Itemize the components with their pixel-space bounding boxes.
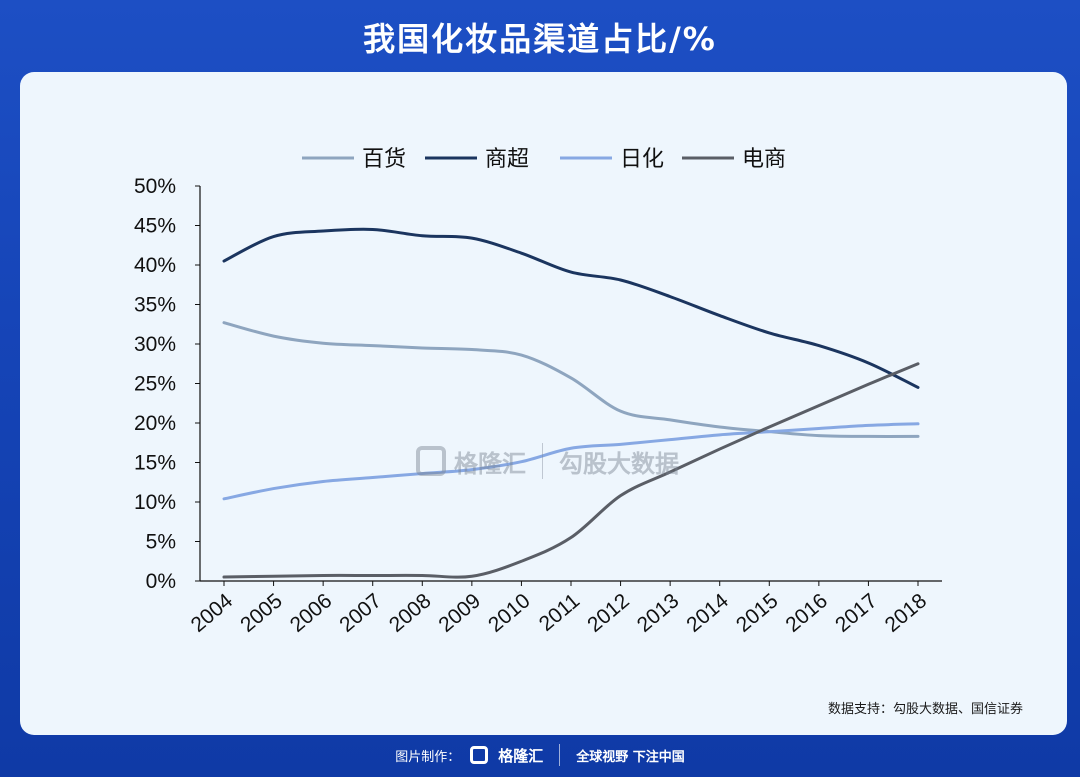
- watermark-sub: 勾股大数据: [559, 449, 679, 478]
- y-tick-label: 45%: [134, 215, 176, 238]
- legend-label-1: 百货: [362, 147, 406, 172]
- x-tick-label: 2010: [484, 589, 535, 637]
- x-tick-label: 2012: [583, 589, 634, 637]
- x-tick-label: 2014: [682, 589, 733, 637]
- brand-logo-icon: [470, 746, 489, 764]
- chart-card: 0% 5% 10% 15% 20% 25% 30% 35% 40% 45% 50% 2004 2005 2…: [20, 72, 1067, 735]
- x-tick-label: 2009: [434, 589, 485, 637]
- x-tick-label: 2018: [881, 589, 932, 637]
- watermark-logo-icon: [416, 446, 446, 476]
- footer-slogan: 全球视野 下注中国: [576, 749, 685, 765]
- x-tick-label: 2004: [187, 589, 238, 637]
- y-tick-label: 40%: [134, 254, 176, 277]
- x-tick-label: 2007: [335, 589, 386, 637]
- watermark-brand: 格隆汇: [454, 449, 526, 478]
- footer-made-by: 图片制作：: [395, 749, 461, 765]
- series-line-1: [222, 321, 920, 438]
- watermark-divider: [542, 443, 543, 479]
- line-chart: 0%5%10%15%20%25%30%35%40%45%50%200420052…: [134, 147, 942, 637]
- y-tick-label: 20%: [134, 412, 176, 435]
- y-tick-label: 25%: [134, 373, 176, 396]
- y-tick-label: 35%: [134, 294, 176, 317]
- legend-label-4: 电商: [742, 147, 786, 172]
- y-tick-label: 10%: [134, 491, 176, 514]
- footer-divider: [559, 744, 561, 766]
- footer: 图片制作： 格隆汇 全球视野 下注中国: [0, 740, 1080, 770]
- x-tick-label: 2006: [286, 589, 337, 637]
- footer-brand: 格隆汇: [498, 746, 544, 765]
- x-tick-label: 2013: [633, 589, 684, 637]
- series-line-4: [222, 362, 920, 579]
- legend-label-3: 日化: [620, 147, 664, 172]
- x-tick-label: 2017: [831, 589, 882, 637]
- y-tick-label: 0%: [146, 570, 176, 593]
- y-tick-label: 15%: [134, 452, 176, 475]
- watermark: 格隆汇 勾股大数据: [416, 436, 746, 486]
- page-title: 我国化妆品渠道占比/%: [363, 20, 717, 58]
- y-tick-label: 30%: [134, 333, 176, 356]
- x-tick-label: 2016: [781, 589, 832, 637]
- x-tick-label: 2011: [535, 589, 584, 636]
- series-line-2: [222, 227, 920, 389]
- series-line-3: [222, 422, 920, 501]
- source-note: 数据支持：勾股大数据、国信证券: [827, 702, 1023, 717]
- x-tick-label: 2005: [236, 589, 287, 637]
- y-tick-label: 5%: [146, 531, 176, 554]
- x-tick-label: 2015: [732, 589, 783, 637]
- legend-label-2: 商超: [485, 147, 529, 172]
- x-tick-label: 2008: [385, 589, 436, 637]
- y-tick-label: 50%: [134, 175, 176, 198]
